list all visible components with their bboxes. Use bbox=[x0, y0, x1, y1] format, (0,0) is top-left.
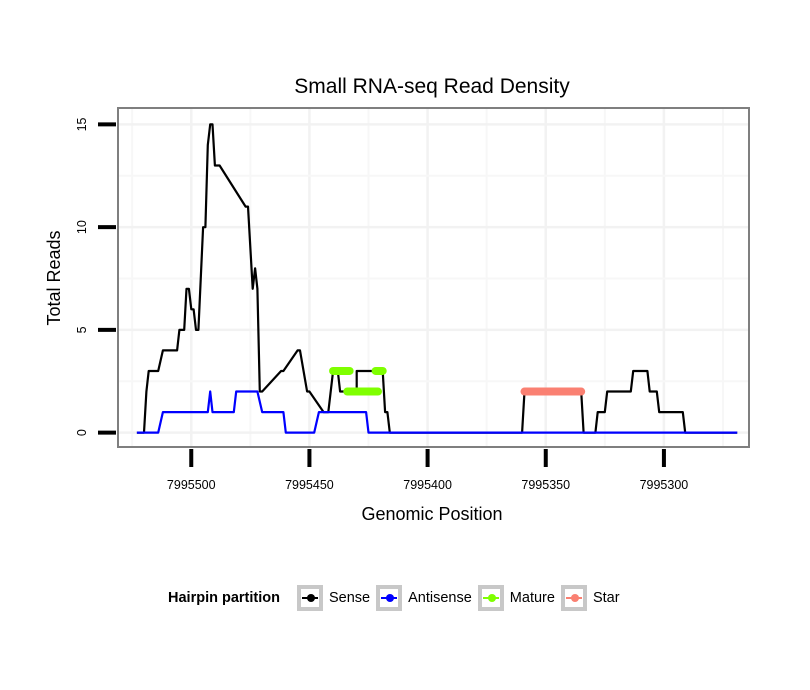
x-axis: 7995500 7995450 7995400 7995350 7995300 bbox=[167, 449, 688, 492]
chart-title: Small RNA-seq Read Density bbox=[294, 75, 570, 98]
y-axis: 0 5 10 15 bbox=[75, 117, 116, 436]
legend-label-star: Star bbox=[592, 590, 620, 606]
x-tick-label: 7995300 bbox=[640, 478, 689, 492]
legend-point bbox=[386, 594, 395, 602]
y-axis-title: Total Reads bbox=[44, 230, 64, 325]
legend-label-sense: Sense bbox=[328, 590, 371, 606]
y-tick-label: 15 bbox=[75, 117, 89, 131]
legend-key-antisense bbox=[376, 585, 403, 611]
x-tick-label: 7995500 bbox=[167, 478, 216, 492]
legend-point bbox=[487, 594, 496, 602]
plot-panel bbox=[117, 107, 750, 448]
legend-key-star bbox=[560, 585, 587, 611]
legend-title: Hairpin partition bbox=[168, 590, 280, 606]
series-antisense-line bbox=[136, 390, 738, 434]
x-tick-label: 7995450 bbox=[285, 478, 334, 492]
grid-lines bbox=[119, 109, 748, 446]
legend-point bbox=[306, 594, 315, 602]
x-tick-label: 7995400 bbox=[403, 478, 452, 492]
x-tick-label: 7995350 bbox=[521, 478, 570, 492]
legend: Hairpin partition Sense Antisense Mature… bbox=[168, 581, 626, 615]
series-sense-line bbox=[136, 123, 738, 434]
legend-point bbox=[570, 594, 579, 602]
x-axis-title: Genomic Position bbox=[361, 504, 502, 524]
legend-key-mature bbox=[477, 585, 504, 611]
legend-key-sense bbox=[296, 585, 323, 611]
y-tick-label: 5 bbox=[75, 326, 89, 333]
series-layer bbox=[136, 123, 738, 434]
legend-label-mature: Mature bbox=[509, 590, 555, 606]
y-tick-label: 0 bbox=[75, 429, 89, 436]
legend-label-antisense: Antisense bbox=[408, 590, 472, 606]
y-tick-label: 10 bbox=[75, 220, 89, 234]
